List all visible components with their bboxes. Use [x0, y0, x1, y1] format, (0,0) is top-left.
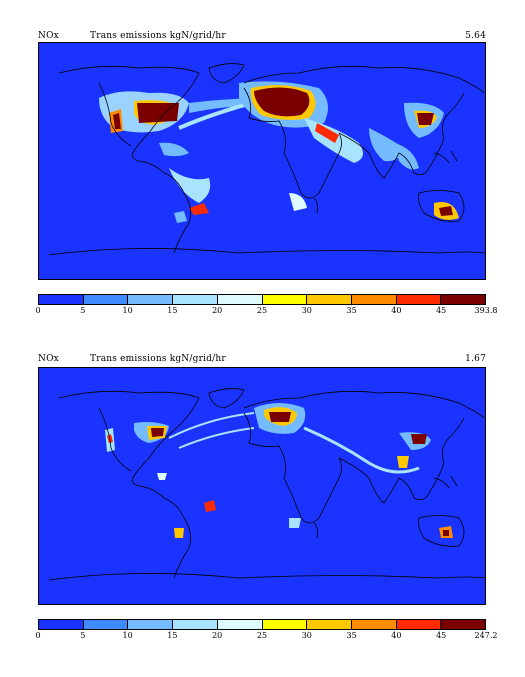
colorbar-segment — [39, 295, 84, 304]
colorbar-tick: 35 — [346, 306, 357, 315]
colorbar-ticks: 0 5 10 15 20 25 30 35 40 45 393.8 — [35, 306, 497, 318]
panel-title: Trans emissions kgN/grid/hr — [90, 354, 226, 364]
emissions-map — [38, 42, 486, 280]
colorbar-segment — [128, 620, 174, 629]
colorbar-tick: 35 — [346, 631, 357, 640]
colorbar-segment — [396, 295, 442, 304]
colorbar-tick: 247.2 — [474, 631, 498, 640]
colorbar-segment — [262, 295, 308, 304]
colorbar-tick: 30 — [301, 631, 312, 640]
colorbar-segment — [307, 620, 352, 629]
world-map-svg — [39, 368, 485, 604]
colorbar-segment — [441, 295, 486, 304]
colorbar-segment — [351, 295, 397, 304]
ocean — [39, 368, 485, 604]
ocean — [39, 43, 485, 279]
species-label: NOx — [38, 31, 59, 41]
colorbar-tick: 40 — [391, 306, 402, 315]
colorbar-tick: 10 — [122, 631, 133, 640]
colorbar-tick: 10 — [122, 306, 133, 315]
colorbar-tick: 20 — [212, 631, 223, 640]
colorbar-tick: 15 — [167, 631, 178, 640]
colorbar-tick: 393.8 — [474, 306, 498, 315]
colorbar-tick: 0 — [35, 631, 41, 640]
species-label: NOx — [38, 354, 59, 364]
colorbar-segment — [396, 620, 442, 629]
colorbar-segment — [217, 295, 263, 304]
emission-field — [105, 403, 453, 538]
colorbar-segment — [217, 620, 263, 629]
colorbar-tick: 20 — [212, 306, 223, 315]
colorbar-tick: 25 — [256, 631, 268, 640]
colorbar-segment — [351, 620, 397, 629]
colorbar-tick: 5 — [80, 306, 86, 315]
coastlines — [48, 388, 485, 581]
colorbar-segment — [83, 620, 129, 629]
colorbar-tick: 40 — [391, 631, 402, 640]
colorbar-segment — [39, 620, 84, 629]
colorbar-tick: 25 — [256, 306, 268, 315]
colorbar-tick: 30 — [301, 306, 312, 315]
max-value: 5.64 — [465, 31, 486, 41]
emissions-map — [38, 367, 486, 605]
world-map-svg — [39, 43, 485, 279]
panel-title: Trans emissions kgN/grid/hr — [90, 31, 226, 41]
colorbar-segment — [262, 620, 308, 629]
colorbar-ticks: 0 5 10 15 20 25 30 35 40 45 247.2 — [35, 631, 497, 643]
colorbar-segment — [83, 295, 129, 304]
colorbar-tick: 45 — [436, 631, 447, 640]
coastlines — [48, 63, 485, 256]
colorbar-segment — [307, 295, 352, 304]
emission-field — [99, 81, 459, 223]
colorbar — [38, 619, 486, 630]
max-value: 1.67 — [465, 354, 486, 364]
colorbar — [38, 294, 486, 305]
colorbar-tick: 0 — [35, 306, 41, 315]
colorbar-segment — [441, 620, 486, 629]
colorbar-segment — [173, 295, 218, 304]
colorbar-segment — [128, 295, 174, 304]
colorbar-segment — [173, 620, 218, 629]
colorbar-tick: 15 — [167, 306, 178, 315]
colorbar-tick: 45 — [436, 306, 447, 315]
colorbar-tick: 5 — [80, 631, 86, 640]
